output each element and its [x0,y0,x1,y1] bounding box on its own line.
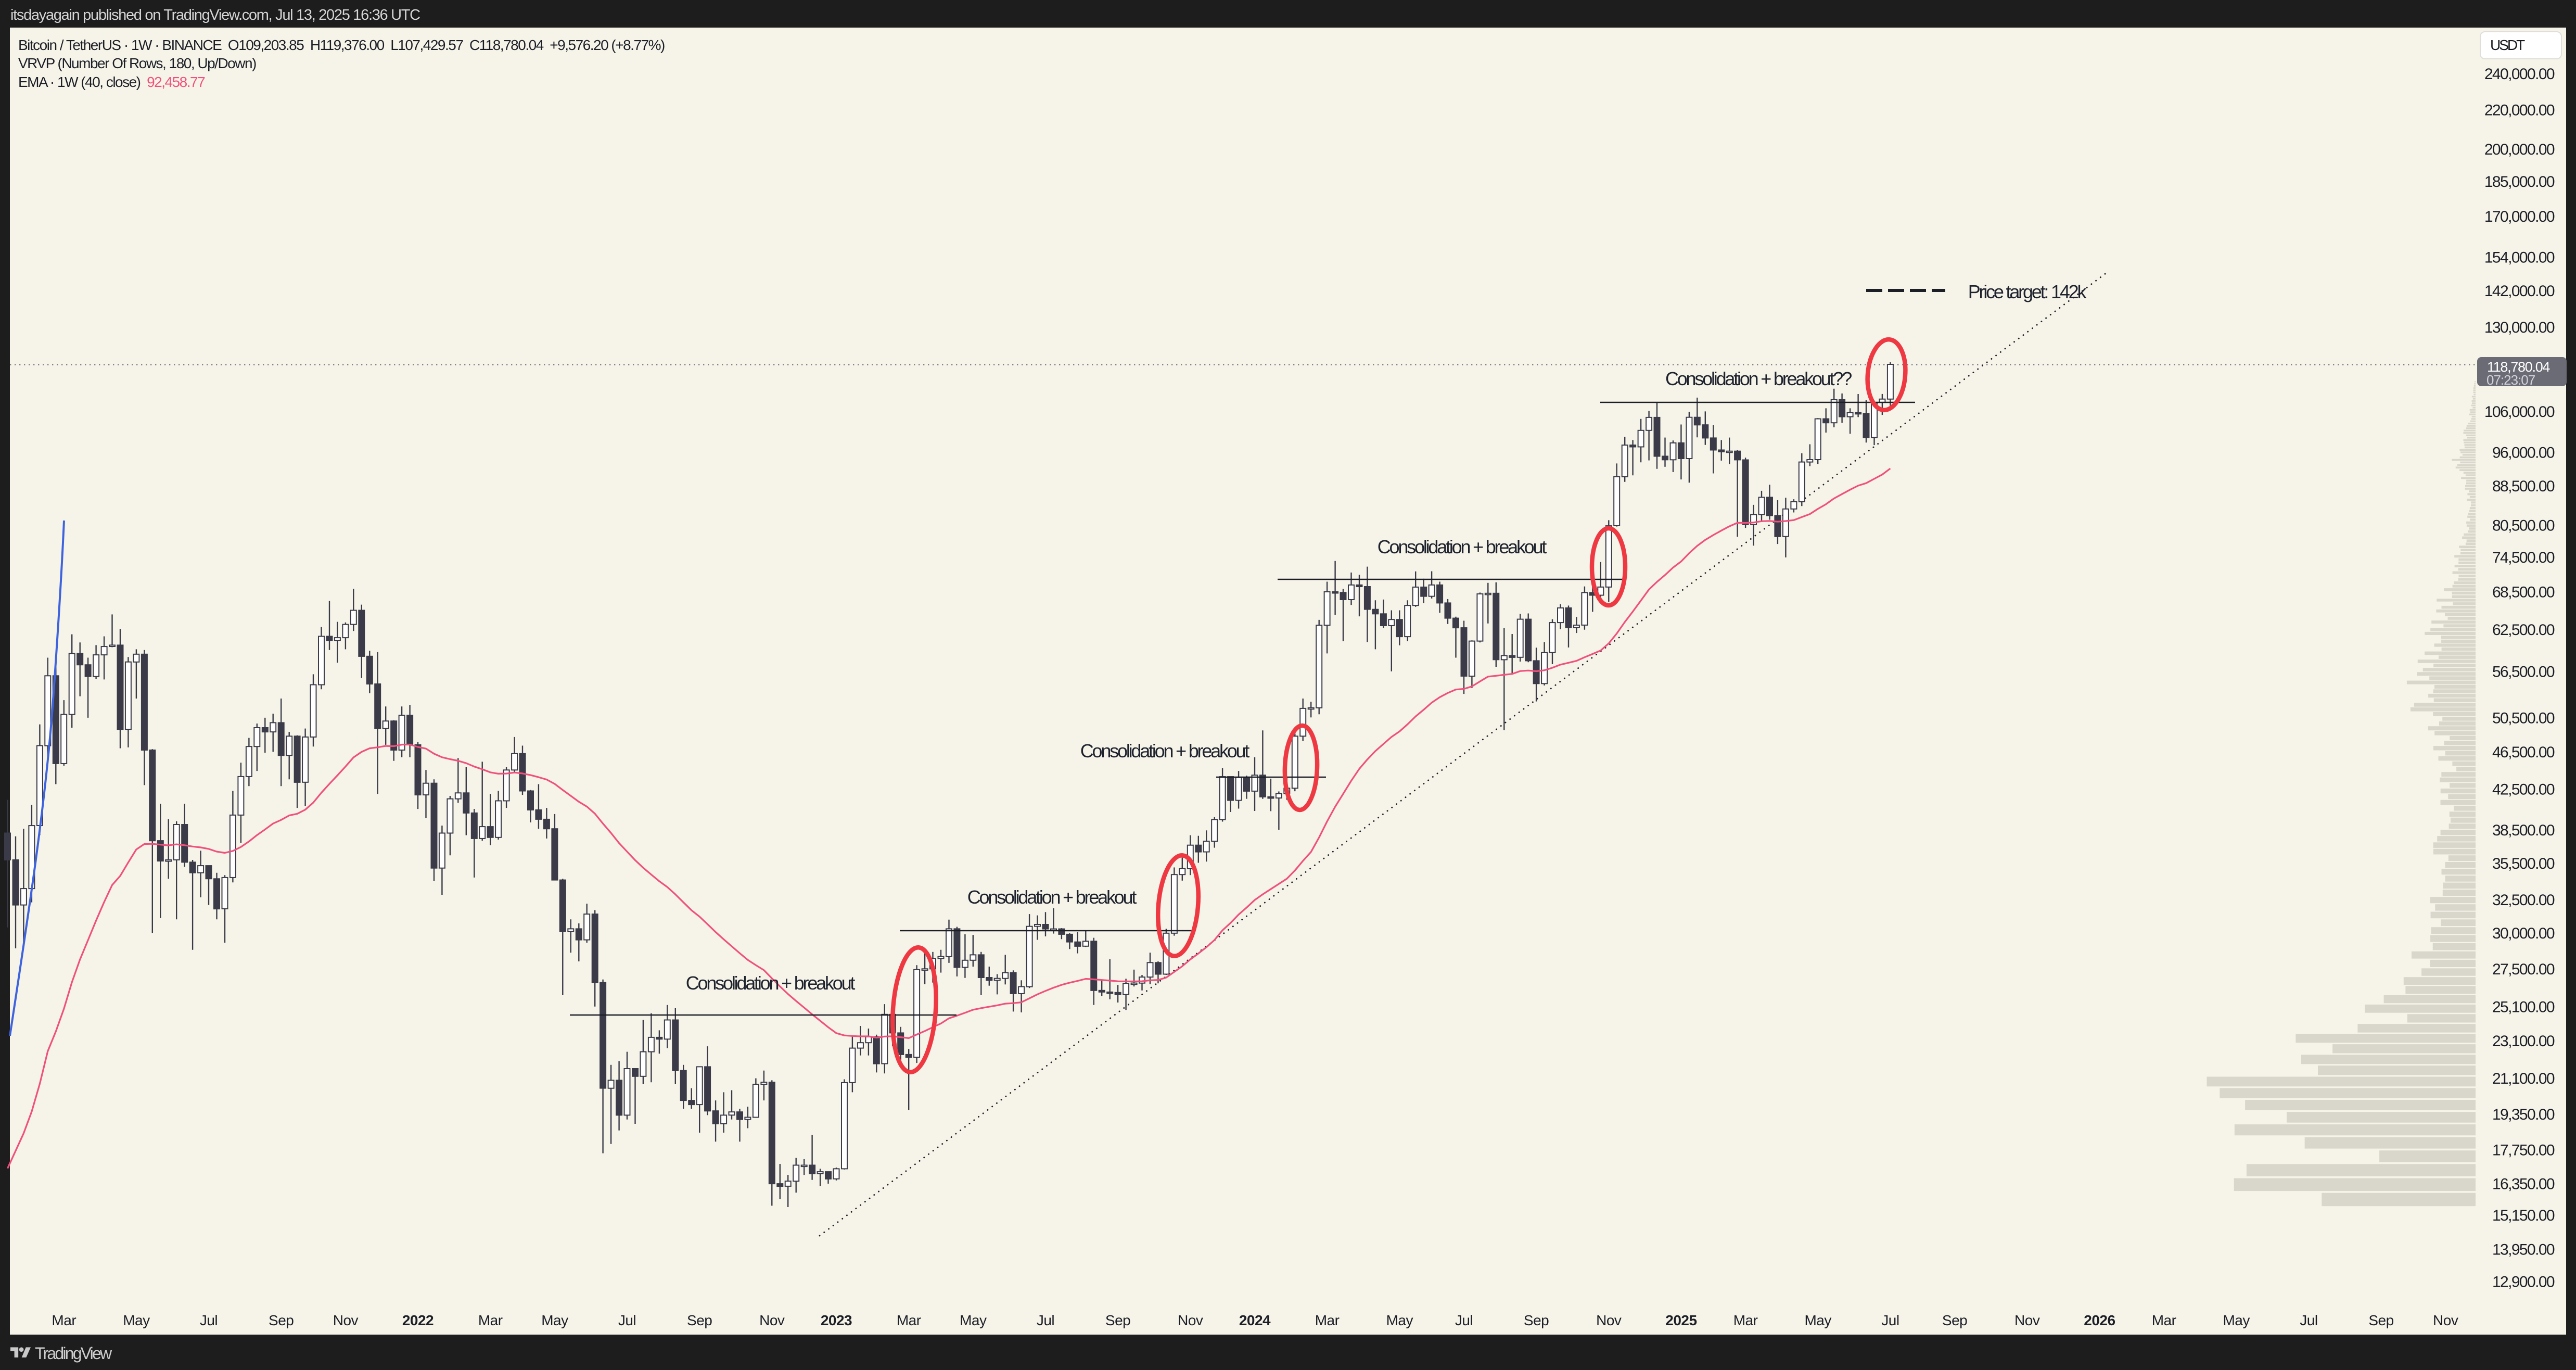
svg-text:Nov: Nov [2433,1312,2458,1328]
svg-text:200,000.00: 200,000.00 [2484,141,2555,158]
svg-text:Sep: Sep [1524,1312,1549,1328]
svg-text:96,000.00: 96,000.00 [2492,445,2555,462]
svg-text:May: May [1804,1312,1831,1328]
svg-text:May: May [541,1312,568,1328]
svg-text:Jul: Jul [1037,1312,1054,1328]
svg-text:Mar: Mar [2152,1312,2176,1328]
svg-text:154,000.00: 154,000.00 [2484,249,2555,266]
svg-text:2023: 2023 [821,1312,852,1328]
svg-text:106,000.00: 106,000.00 [2484,403,2555,421]
svg-text:240,000.00: 240,000.00 [2484,66,2555,83]
svg-text:Jul: Jul [1455,1312,1473,1328]
svg-text:19,350.00: 19,350.00 [2492,1106,2555,1123]
svg-text:Nov: Nov [1596,1312,1622,1328]
svg-text:38,500.00: 38,500.00 [2492,822,2555,839]
svg-text:Nov: Nov [759,1312,785,1328]
svg-text:USDT: USDT [2490,37,2525,53]
svg-text:30,000.00: 30,000.00 [2492,925,2555,942]
svg-text:Sep: Sep [269,1312,294,1328]
svg-text:Jul: Jul [1881,1312,1899,1328]
svg-text:Consolidation + breakout??: Consolidation + breakout?? [1665,368,1852,389]
svg-text:Mar: Mar [52,1312,76,1328]
svg-text:07:23:07: 07:23:07 [2486,372,2535,388]
svg-text:62,500.00: 62,500.00 [2492,621,2555,639]
svg-text:2022: 2022 [402,1312,433,1328]
svg-text:May: May [123,1312,150,1328]
svg-text:VRVP (Number Of Rows, 180, Up/: VRVP (Number Of Rows, 180, Up/Down) [18,55,256,71]
svg-text:Consolidation + breakout: Consolidation + breakout [967,886,1137,908]
svg-text:12,900.00: 12,900.00 [2492,1274,2555,1291]
svg-text:Consolidation + breakout: Consolidation + breakout [686,972,856,994]
svg-text:Mar: Mar [478,1312,503,1328]
svg-text:Sep: Sep [1105,1312,1130,1328]
svg-text:46,500.00: 46,500.00 [2492,744,2555,761]
svg-text:130,000.00: 130,000.00 [2484,319,2555,336]
svg-text:42,500.00: 42,500.00 [2492,781,2555,798]
svg-text:170,000.00: 170,000.00 [2484,208,2555,225]
svg-text:21,100.00: 21,100.00 [2492,1070,2555,1087]
svg-text:Jul: Jul [618,1312,636,1328]
svg-text:15,150.00: 15,150.00 [2492,1207,2555,1224]
svg-text:Nov: Nov [2014,1312,2040,1328]
svg-text:220,000.00: 220,000.00 [2484,102,2555,119]
svg-text:88,500.00: 88,500.00 [2492,478,2555,495]
svg-text:185,000.00: 185,000.00 [2484,173,2555,191]
svg-text:Nov: Nov [333,1312,359,1328]
svg-text:Jul: Jul [2300,1312,2317,1328]
svg-text:Mar: Mar [1733,1312,1758,1328]
svg-text:Sep: Sep [1942,1312,1967,1328]
svg-text:2024: 2024 [1239,1312,1271,1328]
svg-text:17,750.00: 17,750.00 [2492,1141,2555,1159]
svg-text:80,500.00: 80,500.00 [2492,517,2555,534]
svg-text:EMA · 1W (40, close) 92,458.7: EMA · 1W (40, close) 92,458.77 [18,74,205,90]
svg-text:32,500.00: 32,500.00 [2492,892,2555,909]
svg-text:May: May [2223,1312,2250,1328]
svg-text:16,350.00: 16,350.00 [2492,1176,2555,1193]
svg-text:May: May [1386,1312,1413,1328]
svg-text:Consolidation + breakout: Consolidation + breakout [1080,740,1250,762]
svg-text:13,950.00: 13,950.00 [2492,1241,2555,1259]
svg-text:27,500.00: 27,500.00 [2492,961,2555,978]
svg-text:118,780.04: 118,780.04 [2487,359,2550,375]
svg-text:25,100.00: 25,100.00 [2492,998,2555,1016]
svg-text:Mar: Mar [897,1312,921,1328]
svg-text:Sep: Sep [2368,1312,2393,1328]
svg-text:56,500.00: 56,500.00 [2492,663,2555,680]
svg-text:Mar: Mar [1315,1312,1340,1328]
svg-text:Bitcoin / TetherUS · 1W · BINA: Bitcoin / TetherUS · 1W · BINANCE O109,2… [18,37,665,53]
svg-text:May: May [960,1312,987,1328]
svg-text:2025: 2025 [1665,1312,1697,1328]
svg-text:TradingView: TradingView [35,1344,112,1363]
svg-text:Sep: Sep [687,1312,712,1328]
svg-text:Consolidation + breakout: Consolidation + breakout [1378,536,1547,557]
svg-text:itsdayagain published on Tradi: itsdayagain published on TradingView.com… [10,7,420,23]
svg-text:Jul: Jul [200,1312,218,1328]
svg-text:68,500.00: 68,500.00 [2492,583,2555,601]
svg-text:50,500.00: 50,500.00 [2492,709,2555,727]
svg-text:Price target: 142k: Price target: 142k [1968,281,2087,302]
svg-text:74,500.00: 74,500.00 [2492,549,2555,566]
svg-text:142,000.00: 142,000.00 [2484,283,2555,300]
svg-text:23,100.00: 23,100.00 [2492,1033,2555,1050]
svg-text:Nov: Nov [1178,1312,1203,1328]
svg-text:35,500.00: 35,500.00 [2492,855,2555,872]
svg-text:2026: 2026 [2084,1312,2115,1328]
